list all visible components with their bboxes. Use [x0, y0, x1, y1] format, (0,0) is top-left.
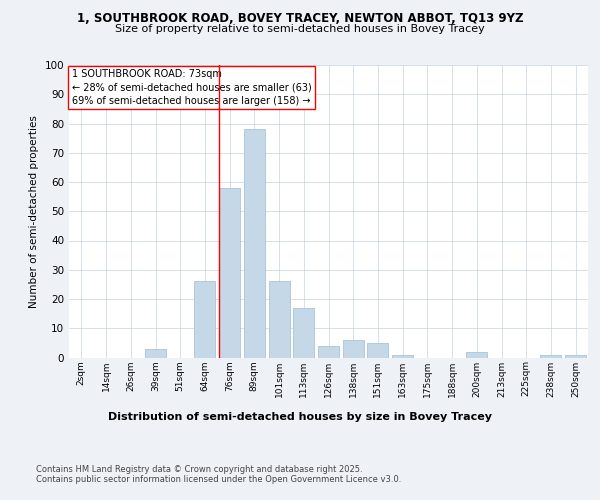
- Bar: [565, 354, 586, 358]
- Text: Contains HM Land Registry data © Crown copyright and database right 2025.
Contai: Contains HM Land Registry data © Crown c…: [36, 465, 401, 484]
- Bar: [392, 354, 413, 358]
- Bar: [194, 282, 215, 358]
- Bar: [244, 130, 265, 358]
- Bar: [145, 348, 166, 358]
- Text: Size of property relative to semi-detached houses in Bovey Tracey: Size of property relative to semi-detach…: [115, 24, 485, 34]
- Bar: [269, 282, 290, 358]
- Text: Distribution of semi-detached houses by size in Bovey Tracey: Distribution of semi-detached houses by …: [108, 412, 492, 422]
- Bar: [293, 308, 314, 358]
- Bar: [367, 343, 388, 357]
- Bar: [541, 354, 562, 358]
- Bar: [318, 346, 339, 358]
- Bar: [466, 352, 487, 358]
- Y-axis label: Number of semi-detached properties: Number of semi-detached properties: [29, 115, 39, 308]
- Text: 1 SOUTHBROOK ROAD: 73sqm
← 28% of semi-detached houses are smaller (63)
69% of s: 1 SOUTHBROOK ROAD: 73sqm ← 28% of semi-d…: [71, 70, 311, 106]
- Text: 1, SOUTHBROOK ROAD, BOVEY TRACEY, NEWTON ABBOT, TQ13 9YZ: 1, SOUTHBROOK ROAD, BOVEY TRACEY, NEWTON…: [77, 12, 523, 26]
- Bar: [219, 188, 240, 358]
- Bar: [343, 340, 364, 357]
